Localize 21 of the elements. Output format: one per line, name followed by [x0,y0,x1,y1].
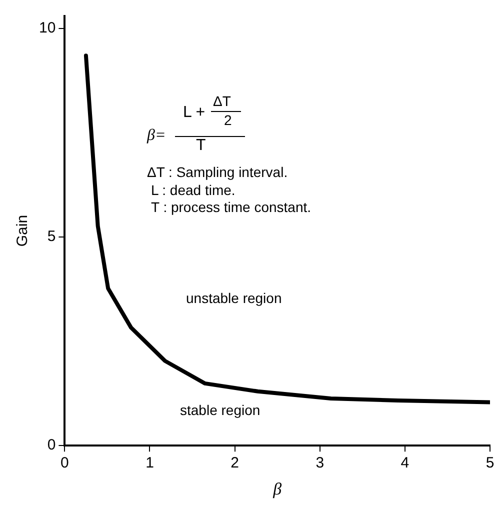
x-tick-label: 4 [400,454,410,472]
annotation: 2 [224,112,232,128]
annotation: β= [147,127,166,145]
annotation: unstable region [186,290,282,306]
x-tick-label: 1 [146,454,154,472]
x-axis-title: β [272,479,282,498]
y-tick-label: 0 [47,436,56,454]
x-tick-label: 5 [486,454,494,472]
annotation: ΔT : Sampling interval. [147,164,288,180]
annotation: ΔT [213,93,231,109]
annotation: stable region [180,402,260,418]
y-tick-label: 5 [47,228,56,246]
x-tick-label: 0 [60,454,69,472]
x-tick-label: 2 [230,454,239,472]
y-axis-title: Gain [14,214,32,247]
annotation: T : process time constant. [151,199,312,215]
annotation: T [196,137,206,155]
y-tick-label: 10 [38,20,56,37]
x-tick-label: 3 [316,454,324,472]
annotation: L : dead time. [151,182,236,198]
annotation: L + [183,104,206,122]
